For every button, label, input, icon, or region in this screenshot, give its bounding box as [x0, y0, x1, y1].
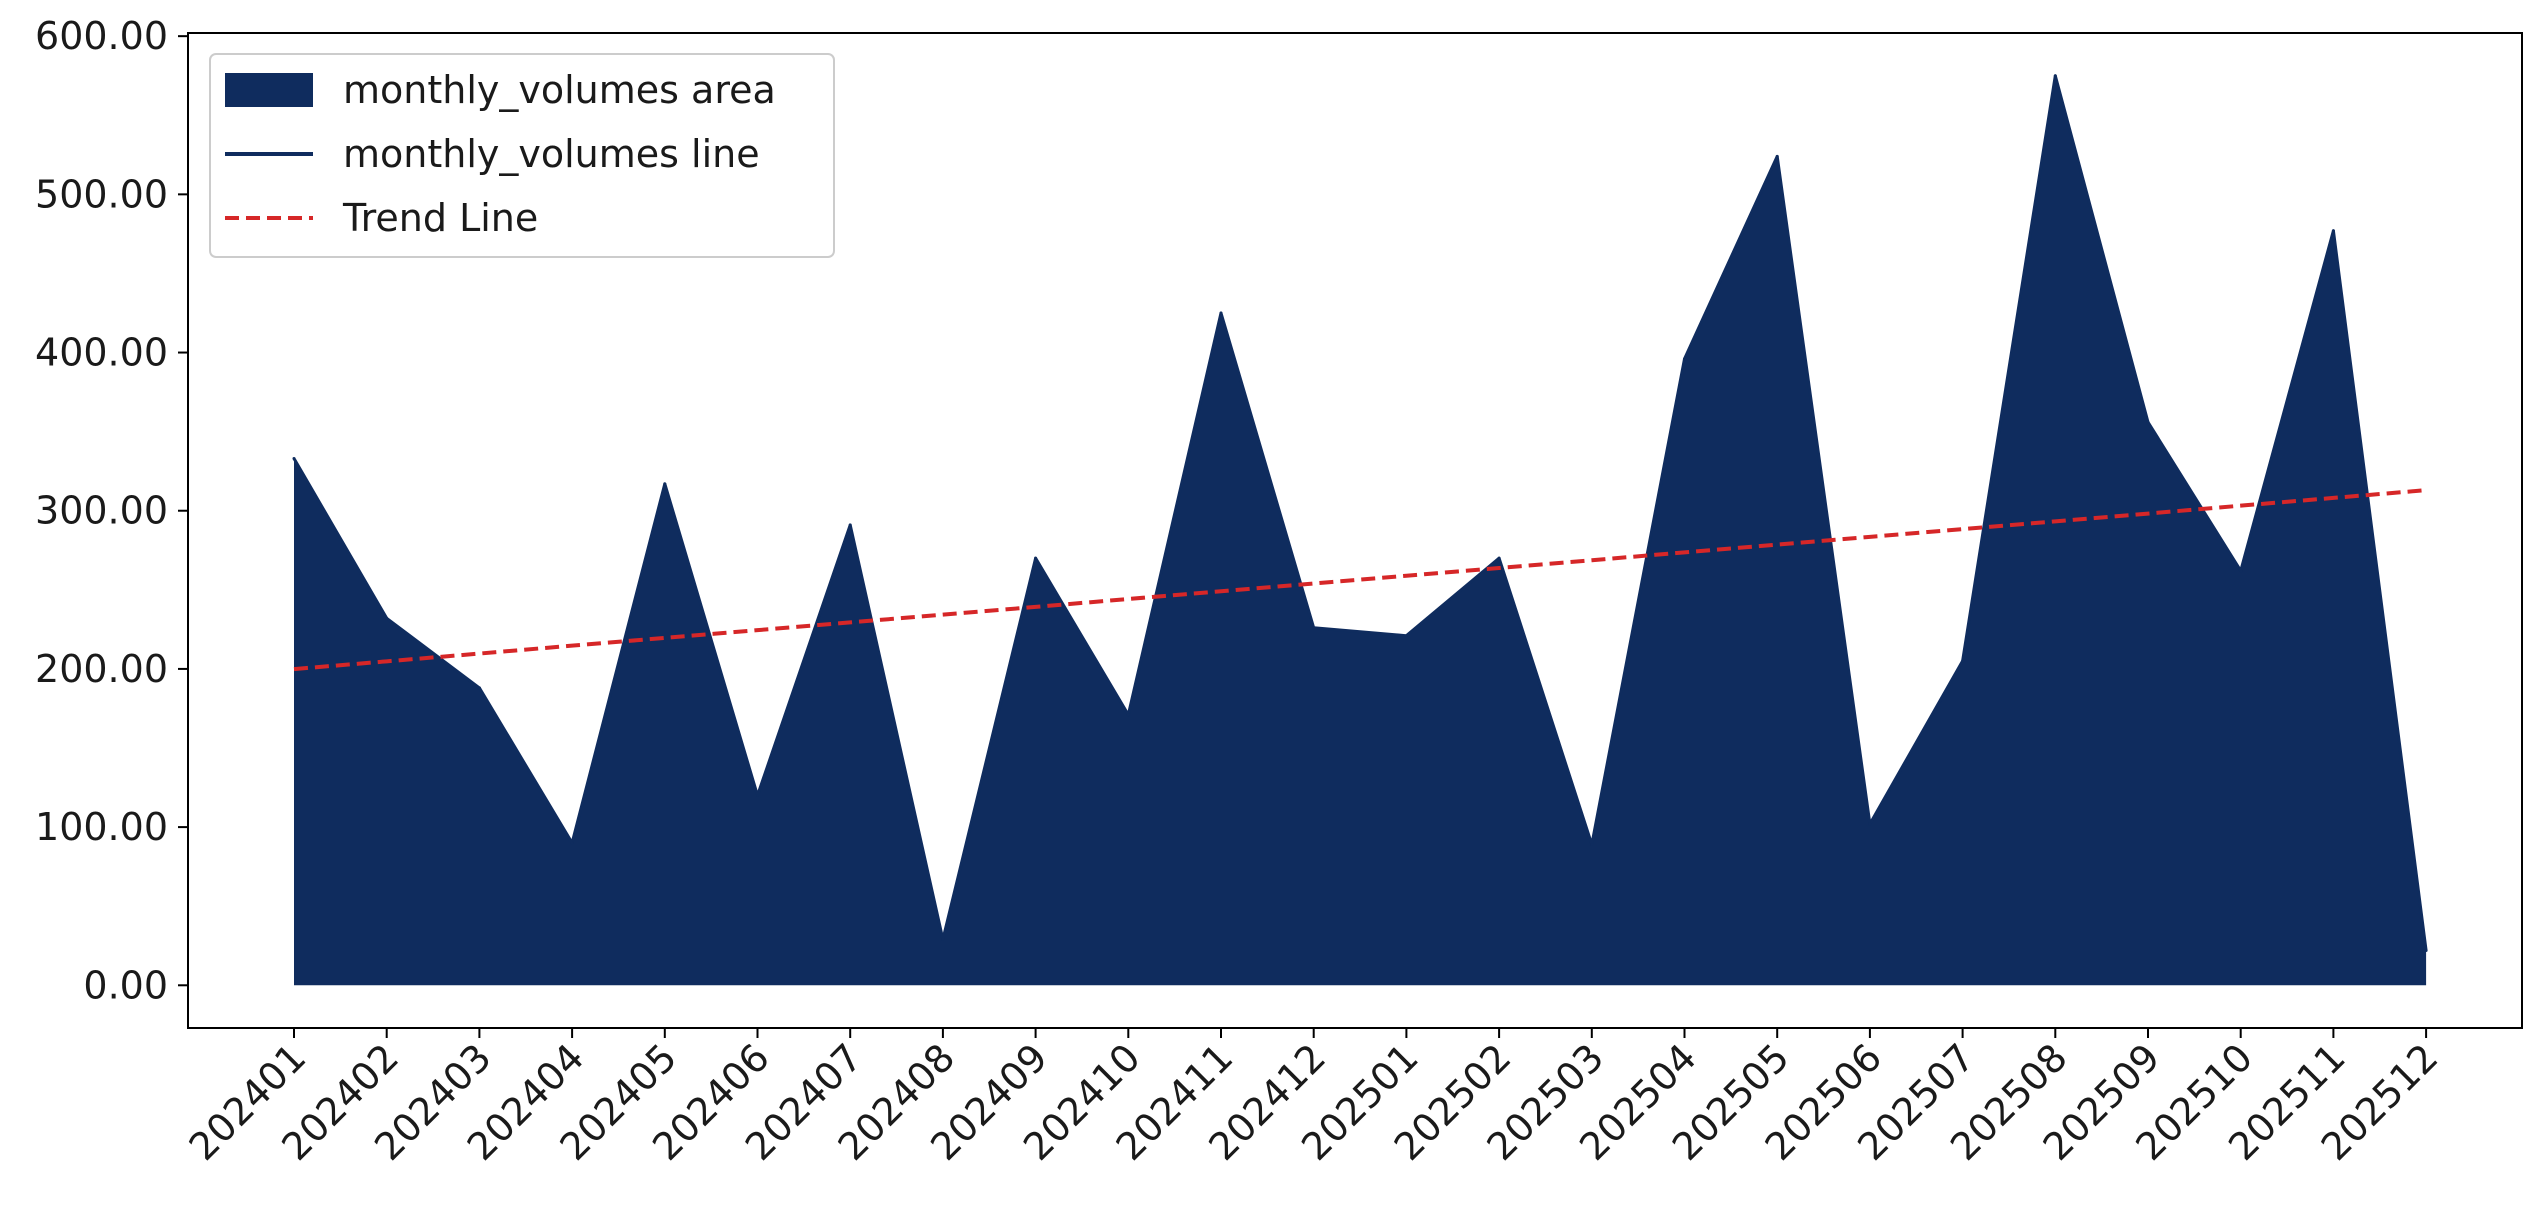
legend-swatch-area [225, 73, 313, 107]
y-tick-label: 400.00 [35, 331, 168, 375]
legend-label: Trend Line [342, 196, 538, 240]
data-point [1683, 357, 1686, 361]
data-point [1312, 626, 1316, 630]
data-point [2424, 948, 2428, 952]
data-point [941, 937, 945, 941]
area-series [294, 75, 2427, 986]
series-line [292, 74, 2428, 951]
data-point [1868, 822, 1872, 826]
y-tick-label: 100.00 [35, 805, 168, 849]
data-point [2331, 229, 2335, 233]
data-point [1961, 659, 1965, 663]
y-tick-label: 500.00 [35, 172, 168, 216]
data-point [292, 457, 296, 461]
data-point [1219, 311, 1223, 315]
axes-frame [187, 32, 2523, 1029]
y-tick-label: 300.00 [35, 489, 168, 533]
data-point [570, 841, 574, 845]
data-point [756, 793, 759, 797]
legend-label: monthly_volumes area [343, 68, 776, 112]
data-point [1775, 154, 1779, 158]
data-point [1497, 556, 1501, 560]
y-tick-label: 0.00 [83, 963, 168, 1007]
data-point [663, 482, 667, 486]
legend-box [209, 53, 835, 258]
data-point [1034, 556, 1038, 560]
legend-label: monthly_volumes line [343, 132, 760, 176]
data-point [1590, 843, 1594, 847]
data-point [848, 523, 852, 527]
data-point [1404, 634, 1408, 638]
data-point [2146, 420, 2150, 424]
data-point [1126, 713, 1130, 717]
y-tick-label: 600.00 [35, 14, 168, 58]
legend: monthly_volumes area monthly_volumes line… [209, 53, 835, 258]
plot-area [292, 74, 2428, 986]
data-point [2239, 569, 2243, 573]
data-point [385, 616, 389, 620]
data-point [477, 686, 481, 690]
data-point [2053, 74, 2057, 78]
y-tick-label: 200.00 [35, 647, 168, 691]
